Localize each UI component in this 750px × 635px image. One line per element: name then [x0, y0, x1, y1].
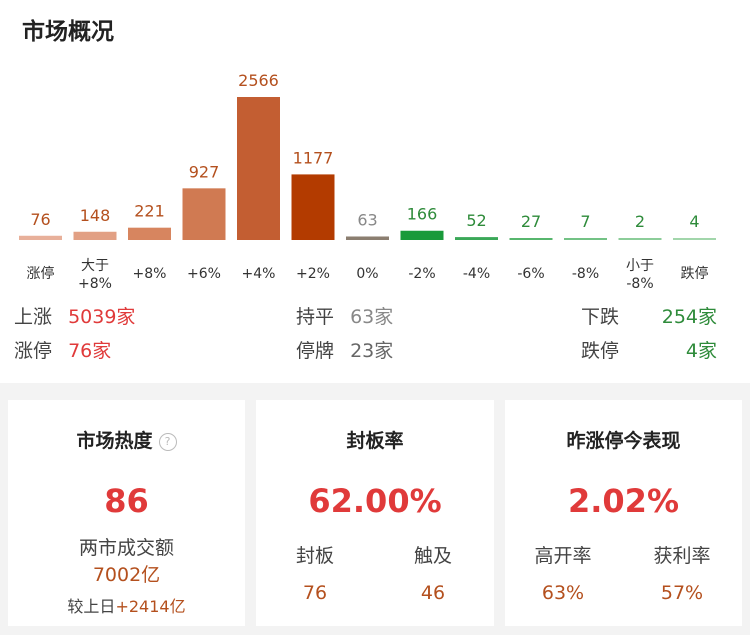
bar-value-label-4: 2566	[238, 71, 279, 90]
bar-5	[291, 174, 335, 240]
category-label-11-1: -8%	[626, 276, 653, 292]
bar-value-label-2: 221	[134, 202, 165, 221]
category-label-7: -2%	[408, 266, 435, 282]
question-icon[interactable]: ?	[158, 433, 177, 451]
category-label-9: -6%	[517, 266, 544, 282]
market-heat-title: 市场热度?	[8, 426, 245, 453]
bar-0	[19, 235, 62, 240]
stat-limit-up-value: 76家	[68, 340, 112, 362]
open-high-stat: 高开率 63%	[523, 541, 603, 604]
bar-value-label-7: 166	[407, 205, 438, 224]
stat-up-label: 上涨	[14, 306, 53, 328]
bar-value-label-0: 76	[30, 210, 50, 229]
yesterday-limit-up-value: 2.02%	[567, 482, 679, 520]
bar-value-label-9: 27	[521, 212, 541, 231]
distribution-bar-chart: 76 涨停 148 大于 +8% 221 +8% 927 +6% 2566 +4% 1177 +2% 63…	[19, 71, 716, 292]
turnover-label: 两市成交额	[78, 537, 174, 559]
stat-halt-value: 23家	[350, 340, 394, 362]
market-heat-card[interactable]: 市场热度? 86 两市成交额 7002亿 较上日+2414亿	[8, 400, 245, 626]
bar-value-label-11: 2	[635, 212, 645, 231]
category-label-3: +6%	[187, 266, 221, 282]
stat-up: 上涨 5039家	[14, 302, 135, 329]
open-high-label: 高开率	[534, 545, 592, 567]
category-label-1-1: +8%	[78, 276, 112, 292]
bar-11	[618, 238, 662, 240]
category-label-4: +4%	[242, 266, 276, 282]
category-label-5: +2%	[296, 266, 330, 282]
stat-up-value: 5039家	[68, 306, 136, 328]
category-label-2: +8%	[133, 266, 167, 282]
bar-value-label-8: 52	[466, 211, 486, 230]
turnover-value: 7002亿	[92, 564, 161, 586]
bar-3	[182, 188, 226, 240]
stat-flat-label: 持平	[296, 306, 335, 328]
bar-value-label-12: 4	[689, 212, 699, 231]
stat-down-value: 254家	[661, 306, 717, 328]
touched-stat: 触及 46	[393, 541, 473, 604]
profit-value: 57%	[660, 582, 704, 604]
stat-limit-down-label: 跌停	[581, 340, 620, 362]
touched-value: 46	[420, 582, 446, 604]
category-label-11-0: 小于	[626, 258, 654, 274]
bar-2	[128, 227, 171, 240]
bar-value-label-10: 7	[580, 212, 590, 231]
bar-12	[673, 238, 716, 240]
stat-flat: 持平 63家	[296, 302, 393, 329]
category-label-8: -4%	[463, 266, 490, 282]
category-label-0: 涨停	[27, 265, 55, 282]
open-high-value: 63%	[541, 582, 585, 604]
turnover-change-prefix: 较上日	[67, 597, 116, 616]
bar-8	[455, 237, 498, 240]
stat-limit-down: 跌停 4家	[581, 336, 717, 363]
bar-7	[400, 230, 444, 240]
bar-value-label-3: 927	[189, 162, 220, 181]
profit-stat: 获利率 57%	[642, 541, 722, 604]
yesterday-limit-up-title: 昨涨停今表现	[566, 430, 681, 452]
bar-value-label-6: 63	[357, 210, 377, 229]
stat-down-label: 下跌	[581, 306, 620, 328]
touched-label: 触及	[413, 545, 452, 567]
market-overview-panel: 市场概况 76 涨停 148 大于 +8% 221 +8% 927 +6% 2566 +4% 1177…	[0, 0, 750, 383]
stat-down: 下跌 254家	[581, 302, 717, 329]
turnover-change: 较上日+2414亿	[8, 593, 245, 617]
sealed-stat: 封板 76	[275, 541, 355, 604]
seal-rate-title: 封板率	[346, 430, 404, 452]
profit-label: 获利率	[653, 545, 711, 567]
stat-limit-up: 涨停 76家	[14, 336, 111, 363]
seal-rate-card[interactable]: 封板率 62.00% 封板 76 触及 46	[256, 400, 494, 626]
category-label-10: -8%	[572, 266, 599, 282]
market-heat-value: 86	[104, 482, 149, 520]
category-label-12: 跌停	[681, 265, 709, 282]
bar-value-label-5: 1177	[293, 148, 334, 167]
stat-flat-value: 63家	[350, 306, 394, 328]
bar-1	[73, 231, 117, 240]
sealed-label: 封板	[295, 545, 334, 567]
yesterday-limit-up-card[interactable]: 昨涨停今表现 2.02% 高开率 63% 获利率 57%	[505, 400, 742, 626]
bar-value-label-1: 148	[80, 206, 111, 225]
seal-rate-value: 62.00%	[308, 482, 442, 520]
turnover-change-value: +2414亿	[115, 597, 186, 616]
bar-9	[509, 238, 553, 240]
category-label-1-0: 大于	[81, 258, 109, 274]
stat-limit-up-label: 涨停	[14, 340, 53, 362]
bar-6	[346, 236, 389, 240]
category-label-6: 0%	[356, 266, 378, 282]
market-heat-title-text: 市场热度	[76, 430, 153, 452]
stat-halt: 停牌 23家	[296, 336, 393, 363]
sealed-value: 76	[302, 582, 328, 604]
section-title: 市场概况	[22, 19, 114, 45]
bar-10	[564, 238, 607, 240]
stat-limit-down-value: 4家	[685, 340, 717, 362]
bar-4	[237, 97, 280, 240]
stat-halt-label: 停牌	[296, 340, 335, 362]
